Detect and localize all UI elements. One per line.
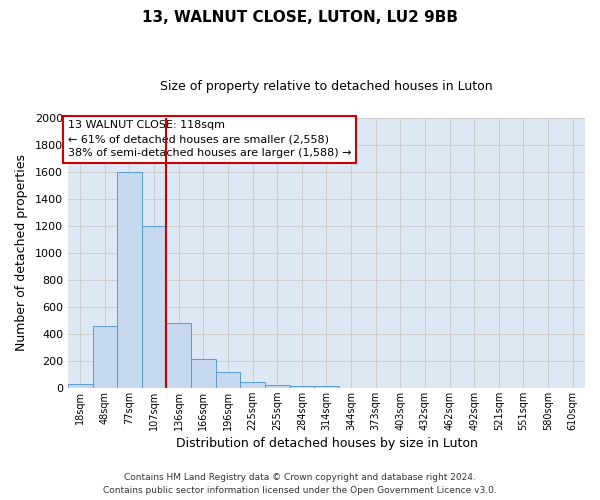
Bar: [265, 385, 290, 388]
Bar: [68, 384, 92, 388]
Text: Contains HM Land Registry data © Crown copyright and database right 2024.
Contai: Contains HM Land Registry data © Crown c…: [103, 474, 497, 495]
Bar: [117, 172, 142, 388]
Text: 13, WALNUT CLOSE, LUTON, LU2 9BB: 13, WALNUT CLOSE, LUTON, LU2 9BB: [142, 10, 458, 25]
Bar: [191, 360, 215, 388]
X-axis label: Distribution of detached houses by size in Luton: Distribution of detached houses by size …: [176, 437, 478, 450]
Bar: [314, 386, 339, 388]
Text: 13 WALNUT CLOSE: 118sqm
← 61% of detached houses are smaller (2,558)
38% of semi: 13 WALNUT CLOSE: 118sqm ← 61% of detache…: [68, 120, 352, 158]
Bar: [142, 226, 166, 388]
Bar: [215, 372, 240, 388]
Bar: [166, 323, 191, 388]
Title: Size of property relative to detached houses in Luton: Size of property relative to detached ho…: [160, 80, 493, 93]
Bar: [240, 382, 265, 388]
Y-axis label: Number of detached properties: Number of detached properties: [15, 154, 28, 352]
Bar: [92, 326, 117, 388]
Bar: [290, 386, 314, 388]
